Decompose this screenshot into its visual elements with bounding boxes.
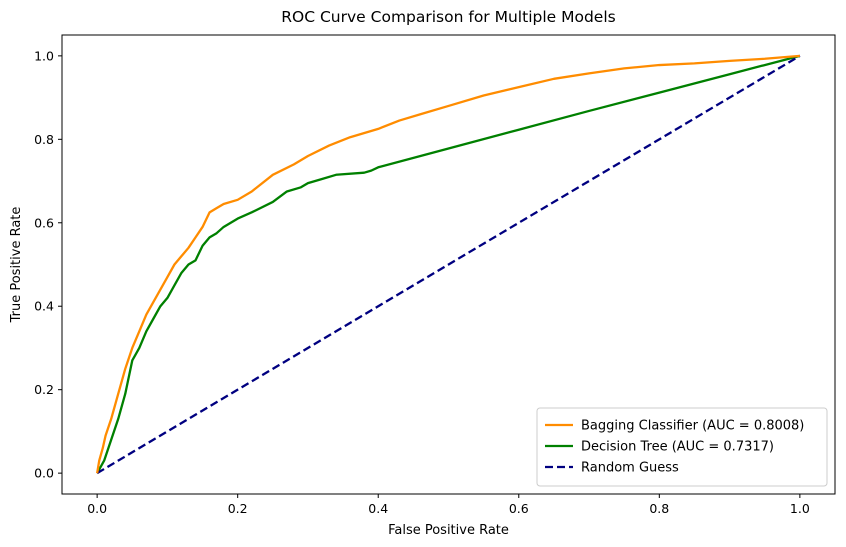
plot-frame: [61, 34, 836, 495]
legend: Bagging Classifier (AUC = 0.8008) Decisio…: [536, 407, 828, 487]
series-line-0: [96, 54, 800, 474]
x-tick-label: 0.0: [87, 501, 107, 516]
x-tick-label: 0.2: [228, 501, 248, 516]
y-tick-label: 1.0: [34, 48, 54, 63]
legend-label: Random Guess: [581, 461, 679, 476]
y-tick-label: 0.0: [34, 466, 54, 481]
chart-title: ROC Curve Comparison for Multiple Models: [281, 8, 615, 26]
series-line-1: [96, 54, 801, 474]
y-tick-label: 0.4: [34, 299, 54, 314]
legend-label: Bagging Classifier (AUC = 0.8008): [581, 419, 804, 434]
y-tick-label: 0.2: [34, 382, 54, 397]
y-axis: 0.0 0.2 0.4 0.6 0.8 1.0: [34, 48, 62, 481]
series-line-2: [96, 54, 801, 475]
x-axis: 0.0 0.2 0.4 0.6 0.8 1.0: [87, 494, 810, 516]
y-axis-label: True Positive Rate: [9, 207, 24, 324]
plot-lines: [96, 54, 801, 475]
legend-label: Decision Tree (AUC = 0.7317): [581, 440, 774, 455]
y-tick-label: 0.6: [34, 215, 54, 230]
x-tick-label: 0.8: [649, 501, 669, 516]
x-tick-label: 1.0: [790, 501, 810, 516]
x-tick-label: 0.4: [368, 501, 388, 516]
x-tick-label: 0.6: [509, 501, 529, 516]
legend-box: [536, 407, 828, 487]
x-axis-label: False Positive Rate: [388, 523, 509, 538]
y-tick-label: 0.8: [34, 132, 54, 147]
